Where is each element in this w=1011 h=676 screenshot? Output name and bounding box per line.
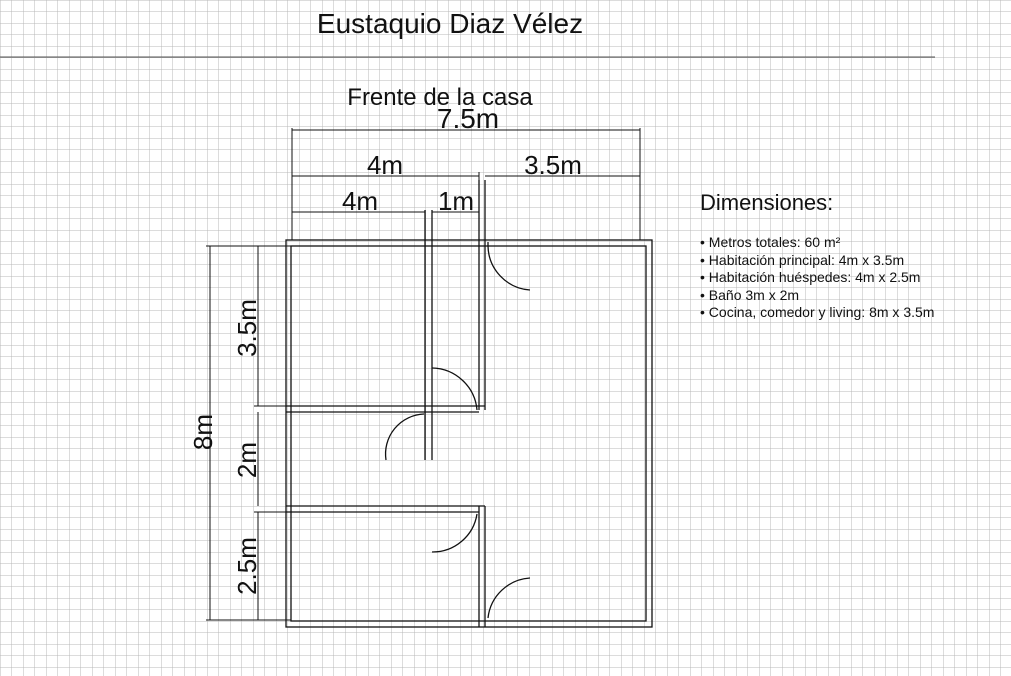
outer-wall-inside bbox=[290, 245, 647, 622]
door-5 bbox=[487, 577, 531, 619]
door-4 bbox=[431, 513, 478, 553]
front-label: Frente de la casa bbox=[347, 84, 533, 111]
page-title: Eustaquio Diaz Vélez bbox=[316, 8, 584, 39]
door-1 bbox=[487, 242, 531, 291]
label-hall-width: 1m bbox=[438, 186, 474, 216]
label-h2: 2m bbox=[232, 442, 262, 478]
dimension-item: Habitación principal: 4m x 3.5m bbox=[700, 252, 934, 270]
door-2 bbox=[431, 367, 478, 411]
dimension-labels: 7.5m 4m 3.5m 4m 1m 8m 3.5m 2m 2.5m bbox=[188, 103, 582, 595]
dimension-item: Baño 3m x 2m bbox=[700, 287, 934, 305]
label-total-height: 8m bbox=[188, 414, 218, 450]
label-right-width: 3.5m bbox=[524, 150, 582, 180]
outer-wall-outside bbox=[285, 239, 653, 628]
label-room-width: 4m bbox=[342, 186, 378, 216]
dimension-item: Cocina, comedor y living: 8m x 3.5m bbox=[700, 304, 935, 322]
label-left-width: 4m bbox=[367, 150, 403, 180]
dimensions-list: Metros totales: 60 m² Habitación princip… bbox=[700, 234, 935, 322]
label-h1: 3.5m bbox=[232, 299, 262, 357]
label-h3: 2.5m bbox=[232, 537, 262, 595]
dimension-item: Metros totales: 60 m² bbox=[700, 234, 934, 252]
doors bbox=[384, 242, 531, 619]
dimension-item: Habitación huéspedes: 4m x 2.5m bbox=[700, 269, 934, 287]
door-3 bbox=[384, 413, 425, 461]
walls bbox=[285, 180, 653, 628]
label-total-width: 7.5m bbox=[437, 103, 499, 134]
dimensions-heading: Dimensiones: bbox=[700, 190, 834, 215]
dimension-lines bbox=[206, 128, 641, 621]
